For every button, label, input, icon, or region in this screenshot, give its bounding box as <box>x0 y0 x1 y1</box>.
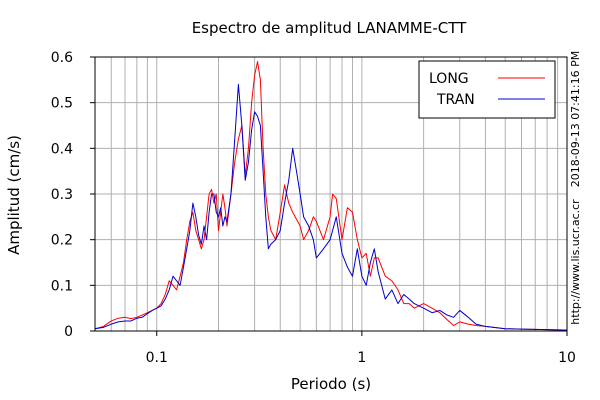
x-tick-label: 10 <box>558 350 576 366</box>
legend-box <box>418 60 556 119</box>
series-layer <box>94 61 568 331</box>
legend-label-long: LONG <box>429 71 469 87</box>
url-label: http://www.lis.ucr.ac.cr <box>569 199 582 325</box>
y-tick-label: 0.1 <box>51 278 73 294</box>
y-axis-label: Amplitud (cm/s) <box>5 135 23 255</box>
x-tick-label: 1 <box>357 350 366 366</box>
y-tick-label: 0.4 <box>51 141 73 157</box>
series-line-long <box>94 61 568 331</box>
y-tick-label: 0.2 <box>51 233 73 249</box>
legend: LONG TRAN <box>418 60 556 119</box>
legend-label-tran: TRAN <box>436 92 475 108</box>
x-tick-label: 0.1 <box>146 350 168 366</box>
chart-title: Espectro de amplitud LANAMME-CTT <box>192 19 467 37</box>
y-tick-label: 0 <box>64 324 73 340</box>
x-axis-label: Periodo (s) <box>291 375 371 393</box>
y-tick-label: 0.5 <box>51 96 73 112</box>
series-line-tran <box>94 83 568 331</box>
y-tick-label: 0.6 <box>51 50 73 66</box>
x-axis-ticks: 0.1 1 10 <box>146 331 576 366</box>
y-tick-label: 0.3 <box>51 187 73 203</box>
y-axis-ticks: 0 0.1 0.2 0.3 0.4 0.5 0.6 <box>51 50 95 340</box>
timestamp-label: 2018-09-13 07:41:16 PM <box>569 51 582 187</box>
